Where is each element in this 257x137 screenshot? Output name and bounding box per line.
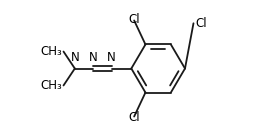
Text: CH₃: CH₃ [40, 79, 62, 92]
Text: N: N [89, 51, 98, 64]
Text: Cl: Cl [128, 111, 140, 124]
Text: N: N [70, 51, 79, 64]
Text: CH₃: CH₃ [40, 45, 62, 58]
Text: Cl: Cl [128, 13, 140, 26]
Text: N: N [107, 51, 116, 64]
Text: Cl: Cl [195, 17, 207, 30]
